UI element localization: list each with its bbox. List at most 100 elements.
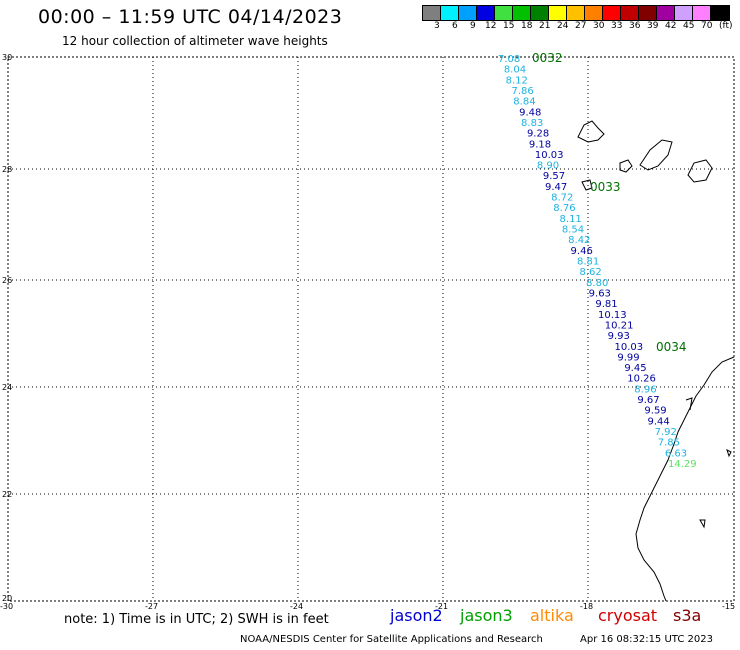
color-swatch-15 xyxy=(693,6,711,20)
canary-island-3 xyxy=(687,159,713,183)
canary-island-1 xyxy=(577,120,605,143)
color-swatch-8 xyxy=(567,6,585,20)
swh-value: 9.63 xyxy=(589,288,611,299)
altimeter-track: 7.088.048.127.868.849.488.839.289.1810.0… xyxy=(498,54,697,470)
color-swatch-6 xyxy=(531,6,549,20)
swh-value: 7.86 xyxy=(511,86,533,97)
color-label-5: 18 xyxy=(521,21,533,31)
color-label-12: 39 xyxy=(647,21,659,31)
color-swatch-2 xyxy=(459,6,477,20)
swh-value: 8.90 xyxy=(537,161,559,172)
legend-altika: altika xyxy=(530,606,574,625)
pass-time-label: 0034 xyxy=(656,340,687,354)
swh-value: 9.44 xyxy=(648,416,670,427)
canary-island-5 xyxy=(581,179,593,191)
wave-height-map: 30 28 26 24 22 20 -30 -27 -24 -21 -18 -1… xyxy=(0,51,735,610)
african-coast xyxy=(635,356,735,602)
small-island-1 xyxy=(699,519,706,529)
y-label-20: 20 xyxy=(2,594,12,603)
color-label-6: 21 xyxy=(539,21,551,31)
color-label-8: 27 xyxy=(575,21,587,31)
swh-value: 14.29 xyxy=(668,459,697,470)
x-label-18: -18 xyxy=(580,602,593,610)
color-scale-bar xyxy=(422,5,730,21)
swh-value: 9.93 xyxy=(608,331,630,342)
swh-value: 9.99 xyxy=(617,352,639,363)
color-swatch-10 xyxy=(603,6,621,20)
swh-value: 8.62 xyxy=(580,267,602,278)
map-title: 00:00 – 11:59 UTC 04/14/2023 xyxy=(38,6,343,28)
color-swatch-0 xyxy=(423,6,441,20)
color-label-11: 36 xyxy=(629,21,641,31)
map-subtitle: 12 hour collection of altimeter wave hei… xyxy=(62,34,328,48)
color-label-10: 33 xyxy=(611,21,623,31)
color-label-15: 70 xyxy=(701,21,713,31)
swh-value: 8.04 xyxy=(504,65,526,76)
y-label-26: 26 xyxy=(2,276,12,285)
footer-credit: NOAA/NESDIS Center for Satellite Applica… xyxy=(240,634,543,645)
swh-value: 8.42 xyxy=(568,235,590,246)
swh-value: 9.28 xyxy=(527,129,549,140)
color-label-1: 6 xyxy=(452,21,458,31)
y-label-28: 28 xyxy=(2,165,12,174)
legend-s3a: s3a xyxy=(673,606,702,625)
legend-jason2: jason2 xyxy=(390,606,443,625)
x-label-30: -30 xyxy=(0,602,13,610)
swh-value: 8.76 xyxy=(553,203,575,214)
color-label-16: (ft) xyxy=(719,21,733,31)
color-swatch-7 xyxy=(549,6,567,20)
swh-value: 7.92 xyxy=(655,427,677,438)
color-label-3: 12 xyxy=(485,21,497,31)
swh-value: 9.81 xyxy=(595,299,617,310)
coastlines xyxy=(577,120,735,602)
color-swatch-1 xyxy=(441,6,459,20)
color-label-4: 15 xyxy=(503,21,515,31)
swh-value: 8.84 xyxy=(513,97,535,108)
legend-cryosat: cryosat xyxy=(598,606,658,625)
swh-value: 9.18 xyxy=(529,139,551,150)
swh-value: 9.46 xyxy=(571,246,593,257)
color-swatch-11 xyxy=(621,6,639,20)
color-swatch-12 xyxy=(639,6,657,20)
swh-value: 7.08 xyxy=(498,54,520,65)
color-swatch-4 xyxy=(495,6,513,20)
canary-island-4 xyxy=(619,159,633,173)
swh-value: 10.03 xyxy=(535,150,564,161)
swh-value: 9.47 xyxy=(545,182,567,193)
x-label-27: -27 xyxy=(145,602,158,610)
coastal-inlet xyxy=(685,397,693,411)
swh-value: 8.96 xyxy=(634,384,656,395)
swh-value: 9.59 xyxy=(644,406,666,417)
swh-value: 10.03 xyxy=(614,342,643,353)
swh-value: 8.12 xyxy=(506,75,528,86)
swh-value: 6.63 xyxy=(665,448,687,459)
swh-value: 8.80 xyxy=(586,278,608,289)
color-label-2: 9 xyxy=(470,21,476,31)
swh-value: 8.81 xyxy=(577,257,599,268)
y-label-24: 24 xyxy=(2,383,12,392)
swh-value: 9.45 xyxy=(624,363,646,374)
map-grid xyxy=(8,57,734,601)
swh-value: 8.11 xyxy=(560,214,582,225)
pass-time-label: 0032 xyxy=(532,51,563,65)
swh-value: 9.48 xyxy=(519,107,541,118)
pass-time-labels: 0032 0033 0034 xyxy=(532,51,687,354)
pass-time-label: 0033 xyxy=(590,180,621,194)
small-island-2 xyxy=(726,449,732,458)
color-swatch-5 xyxy=(513,6,531,20)
swh-value: 10.26 xyxy=(627,374,656,385)
color-label-9: 30 xyxy=(593,21,605,31)
color-swatch-9 xyxy=(585,6,603,20)
swh-value: 10.13 xyxy=(598,310,627,321)
color-swatch-16 xyxy=(711,6,729,20)
x-label-15: -15 xyxy=(722,602,735,610)
x-label-24: -24 xyxy=(290,602,303,610)
color-label-7: 24 xyxy=(557,21,569,31)
y-label-30: 30 xyxy=(2,53,12,62)
color-label-14: 45 xyxy=(683,21,695,31)
legend-jason3: jason3 xyxy=(460,606,513,625)
swh-value: 10.21 xyxy=(605,320,634,331)
color-label-13: 42 xyxy=(665,21,677,31)
color-scale-labels: 3 6 9 12 15 18 21 24 27 30 33 36 39 42 45 70 (ft) xyxy=(422,21,740,33)
color-swatch-13 xyxy=(657,6,675,20)
